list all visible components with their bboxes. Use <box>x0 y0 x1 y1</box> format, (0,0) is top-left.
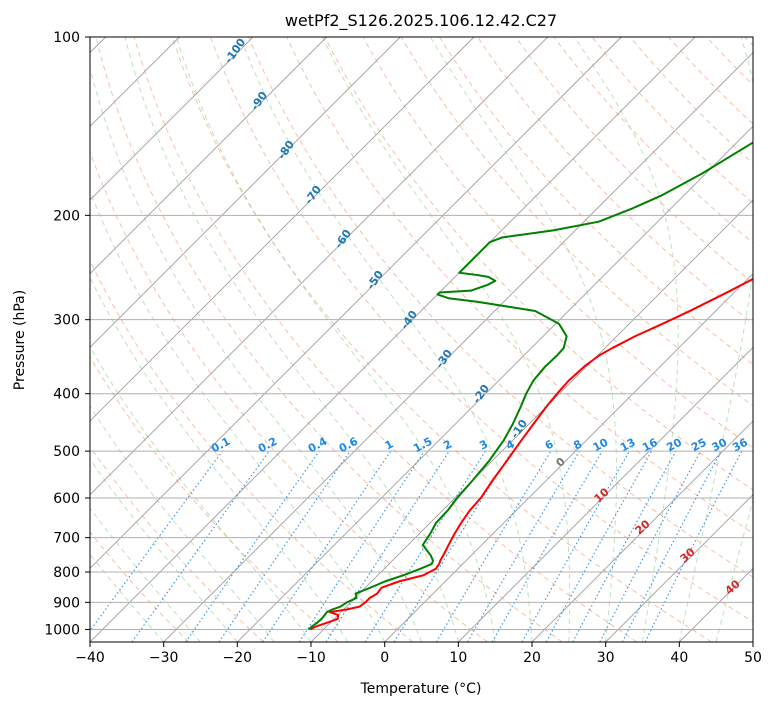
x-tick-label: 50 <box>744 650 762 666</box>
x-tick-label: −10 <box>296 650 326 666</box>
x-tick-label: 10 <box>449 650 467 666</box>
y-tick-label: 500 <box>53 444 80 460</box>
y-tick-label: 900 <box>53 595 80 611</box>
y-tick-label: 300 <box>53 313 80 329</box>
y-tick-label: 1000 <box>44 622 80 638</box>
chart-title: wetPf2_S126.2025.106.12.42.C27 <box>285 11 557 31</box>
x-tick-label: −30 <box>149 650 179 666</box>
y-tick-label: 700 <box>53 531 80 547</box>
x-tick-label: −40 <box>75 650 105 666</box>
y-tick-label: 200 <box>53 208 80 224</box>
x-tick-label: 0 <box>380 650 389 666</box>
y-tick-label: 600 <box>53 491 80 507</box>
y-tick-label: 800 <box>53 565 80 581</box>
x-tick-label: 20 <box>523 650 541 666</box>
x-tick-label: −20 <box>223 650 253 666</box>
y-tick-label: 400 <box>53 387 80 403</box>
y-tick-label: 100 <box>53 30 80 46</box>
x-axis-label: Temperature (°C) <box>360 681 482 697</box>
x-tick-label: 30 <box>597 650 615 666</box>
y-axis-label: Pressure (hPa) <box>12 290 28 390</box>
x-tick-label: 40 <box>670 650 688 666</box>
